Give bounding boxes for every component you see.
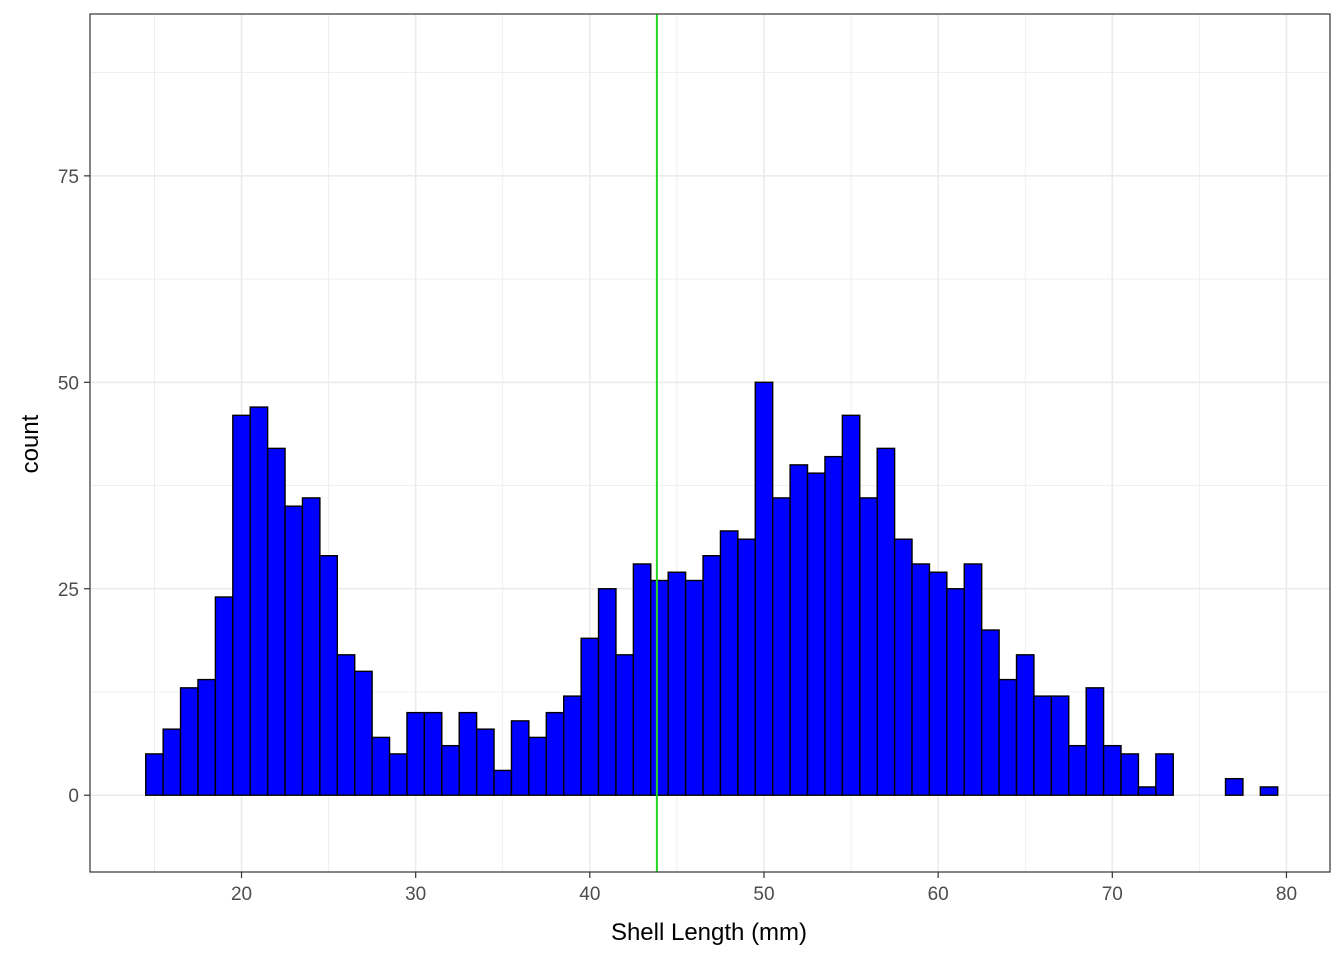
histogram-bar	[702, 555, 722, 796]
histogram-bar	[998, 678, 1018, 796]
histogram-bar	[266, 447, 286, 796]
histogram-bar	[145, 753, 164, 796]
histogram-bar	[667, 571, 687, 796]
histogram-bar	[1015, 654, 1035, 796]
x-tick-label: 50	[753, 884, 774, 905]
histogram-bar	[1085, 687, 1105, 796]
histogram-bar	[1120, 753, 1140, 796]
histogram-bar	[946, 588, 965, 796]
histogram-bar	[841, 414, 861, 796]
histogram-bar	[406, 711, 426, 796]
histogram-bar	[371, 736, 391, 796]
histogram-bar	[719, 530, 739, 796]
y-axis-title: count	[17, 414, 44, 473]
histogram-bar	[824, 455, 844, 796]
histogram-bar	[1050, 695, 1070, 796]
histogram-bar	[980, 629, 1000, 796]
histogram-bar	[423, 711, 443, 796]
histogram-bar	[441, 744, 460, 796]
histogram-bar	[510, 720, 530, 796]
y-tick-label: 75	[58, 167, 79, 188]
histogram-bar	[650, 579, 669, 796]
histogram-bar	[319, 555, 339, 796]
y-tick-label: 0	[68, 786, 79, 807]
histogram-bar	[197, 678, 217, 796]
histogram-bar	[528, 736, 547, 796]
histogram-bar	[475, 728, 495, 796]
histogram-bar	[963, 563, 983, 796]
histogram-bar	[354, 670, 373, 796]
histogram-bar	[301, 497, 321, 796]
histogram-bar	[632, 563, 652, 796]
histogram-bar	[684, 579, 704, 796]
histogram-bar	[232, 414, 251, 796]
histogram-bar	[1102, 744, 1122, 796]
panel-border	[89, 13, 1331, 873]
x-tick-label: 60	[928, 884, 949, 905]
histogram-bar	[563, 695, 582, 796]
histogram-bar	[458, 711, 478, 796]
histogram-bar	[336, 654, 356, 796]
histogram-bar	[771, 497, 791, 796]
y-axis-ticks: 0 25 50 75	[58, 167, 90, 807]
histogram-bar	[893, 538, 913, 796]
histogram-bar	[597, 588, 617, 796]
x-axis-ticks: 20 30 40 50 60 70 80	[231, 872, 1297, 905]
histogram-bar	[1259, 786, 1279, 796]
histogram-bar	[580, 637, 600, 796]
histogram-bar	[1033, 695, 1053, 796]
histogram-bars	[145, 381, 1279, 796]
histogram-bar	[545, 711, 565, 796]
x-tick-label: 30	[405, 884, 426, 905]
histogram-bar	[388, 753, 408, 796]
histogram-bar	[179, 687, 199, 796]
histogram-bar	[876, 447, 896, 796]
y-tick-label: 25	[58, 580, 79, 601]
histogram-bar	[928, 571, 948, 796]
x-tick-label: 40	[579, 884, 600, 905]
histogram-bar	[249, 406, 269, 796]
x-tick-label: 70	[1102, 884, 1123, 905]
histogram-bar	[1155, 753, 1174, 796]
histogram-bar	[737, 538, 756, 796]
histogram-bar	[214, 596, 234, 796]
histogram-bar	[1224, 777, 1244, 796]
x-tick-label: 80	[1276, 884, 1297, 905]
histogram-bar	[615, 654, 635, 796]
x-tick-label: 20	[231, 884, 252, 905]
histogram-bar	[493, 769, 513, 796]
histogram-bar	[911, 563, 931, 796]
histogram-bar	[859, 497, 878, 796]
y-tick-label: 50	[58, 373, 79, 394]
histogram-bar	[1137, 786, 1157, 796]
histogram-bar	[789, 464, 809, 796]
x-axis-title: Shell Length (mm)	[611, 919, 807, 946]
histogram-bar	[284, 505, 304, 796]
histogram-bar	[754, 381, 774, 796]
histogram-bar	[162, 728, 182, 796]
histogram-bar	[806, 472, 826, 796]
histogram-bar	[1068, 744, 1087, 796]
